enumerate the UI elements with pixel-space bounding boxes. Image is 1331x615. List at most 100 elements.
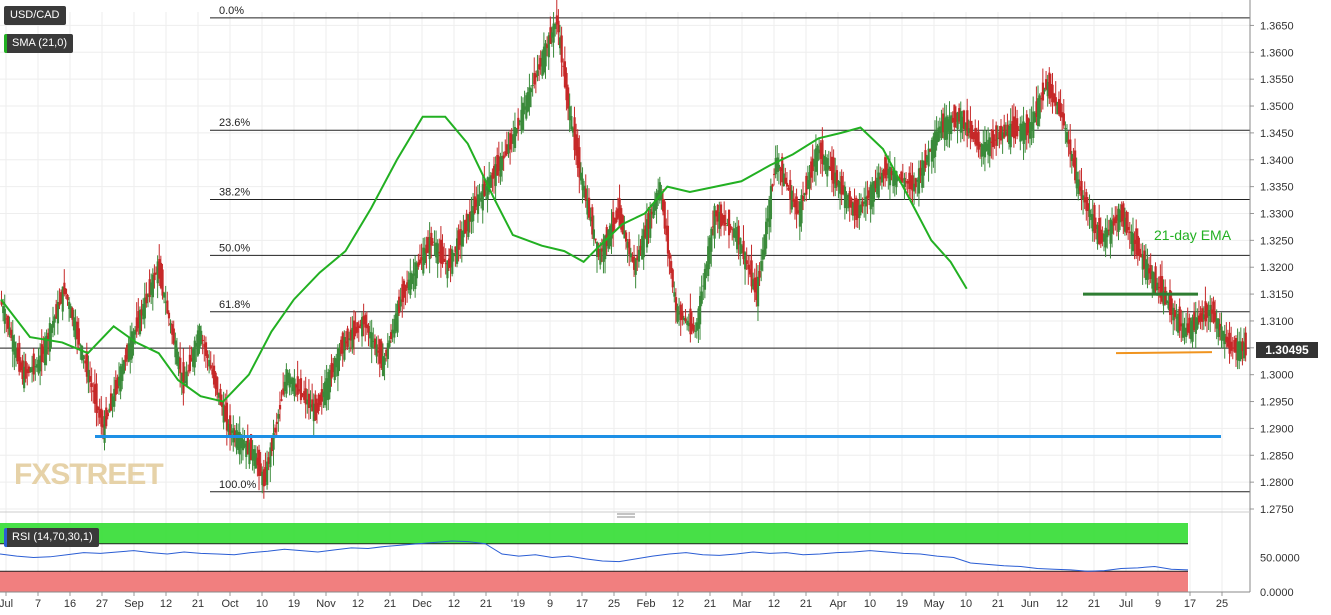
candle-up [913,183,916,192]
candle-down [562,65,565,67]
candle-up [655,193,658,210]
candle-up [467,214,470,237]
candle-up [53,316,56,323]
candle-up [641,235,644,260]
candle-up [967,128,971,134]
candle-up [629,253,633,258]
candle-down [1204,301,1207,322]
candle-down [666,225,670,254]
candle-down [1128,231,1131,234]
y-tick-label: 1.2950 [1260,397,1294,409]
ema-annotation: 21-day EMA [1154,227,1232,243]
candle-up [678,312,681,315]
candle-up [845,195,848,199]
candle-down [975,132,979,146]
candle-down [784,177,787,184]
candle-up [324,381,327,406]
candle-down [457,230,460,250]
x-tick-label: 10 [256,598,268,610]
fxstreet-watermark: FXSTREET [14,458,164,491]
x-tick-label: 21 [704,598,716,610]
candle-up [512,134,515,144]
candle-up [542,46,546,73]
candle-down [679,304,682,321]
candle-up [452,253,455,257]
candle-down [1072,158,1075,166]
candle-down [211,369,214,375]
candle-down [430,232,433,246]
candle-up [251,449,254,461]
candle-up [961,116,964,129]
candle-up [3,308,6,324]
candle-down [890,170,893,176]
candle-down [1025,114,1028,136]
candle-up [803,193,806,196]
candle-down [344,341,348,344]
candle-down [979,144,982,147]
candle-down [249,434,253,460]
candle-up [69,306,72,318]
rsi-indicator-label[interactable]: RSI (14,70,30,1) [4,528,99,547]
candle-down [155,272,158,274]
candle-down [789,179,792,200]
candle-up [480,192,483,202]
candle-up [422,247,425,274]
candle-up [151,274,154,298]
candle-up [31,366,34,373]
candle-up [196,330,200,356]
candle-down [21,360,24,380]
candle-up [673,292,676,297]
candle-down [911,175,914,191]
candle-up [550,32,554,38]
candle-down [670,261,673,273]
candle-down [1154,266,1157,291]
candle-up [285,369,288,394]
candle-down [1098,218,1101,244]
candle-down [969,120,972,138]
candle-down [727,209,731,236]
candle-down [1078,186,1082,191]
candle-down [1057,99,1061,115]
candle-up [893,170,896,186]
candle-down [1135,228,1138,255]
candle-up [790,190,793,210]
candle-down [264,467,267,483]
candle-down [320,389,323,402]
candle-down [919,167,922,176]
candle-down [853,198,856,216]
candle-down [1059,102,1062,118]
candle-up [1181,323,1185,338]
candle-down [962,110,966,130]
candle-down [689,308,692,335]
candle-up [513,126,517,149]
candle-up [494,164,497,186]
candle-down [167,312,171,319]
candle-up [369,331,372,339]
candle-down [97,407,100,410]
candle-down [357,326,361,328]
candle-down [124,355,127,362]
candle-up [682,317,686,321]
candle-up [988,137,991,157]
candle-down [1062,113,1065,126]
sma-indicator-label[interactable]: SMA (21,0) [4,34,74,53]
candle-up [50,325,53,333]
candle-up [703,268,707,290]
candle-up [531,85,534,87]
candle-up [343,337,346,360]
rsi-y-tick-label: 0.0000 [1260,587,1294,599]
candle-down [616,208,620,218]
candle-down [182,362,185,394]
candle-down [1178,306,1181,331]
candle-up [734,230,737,239]
candle-down [262,469,266,487]
x-tick-label: Dec [412,598,432,610]
candle-down [295,384,298,388]
candle-down [1099,229,1102,244]
candle-up [798,201,802,227]
candle-down [662,198,665,212]
candle-down [517,117,520,130]
candle-up [1239,342,1243,360]
